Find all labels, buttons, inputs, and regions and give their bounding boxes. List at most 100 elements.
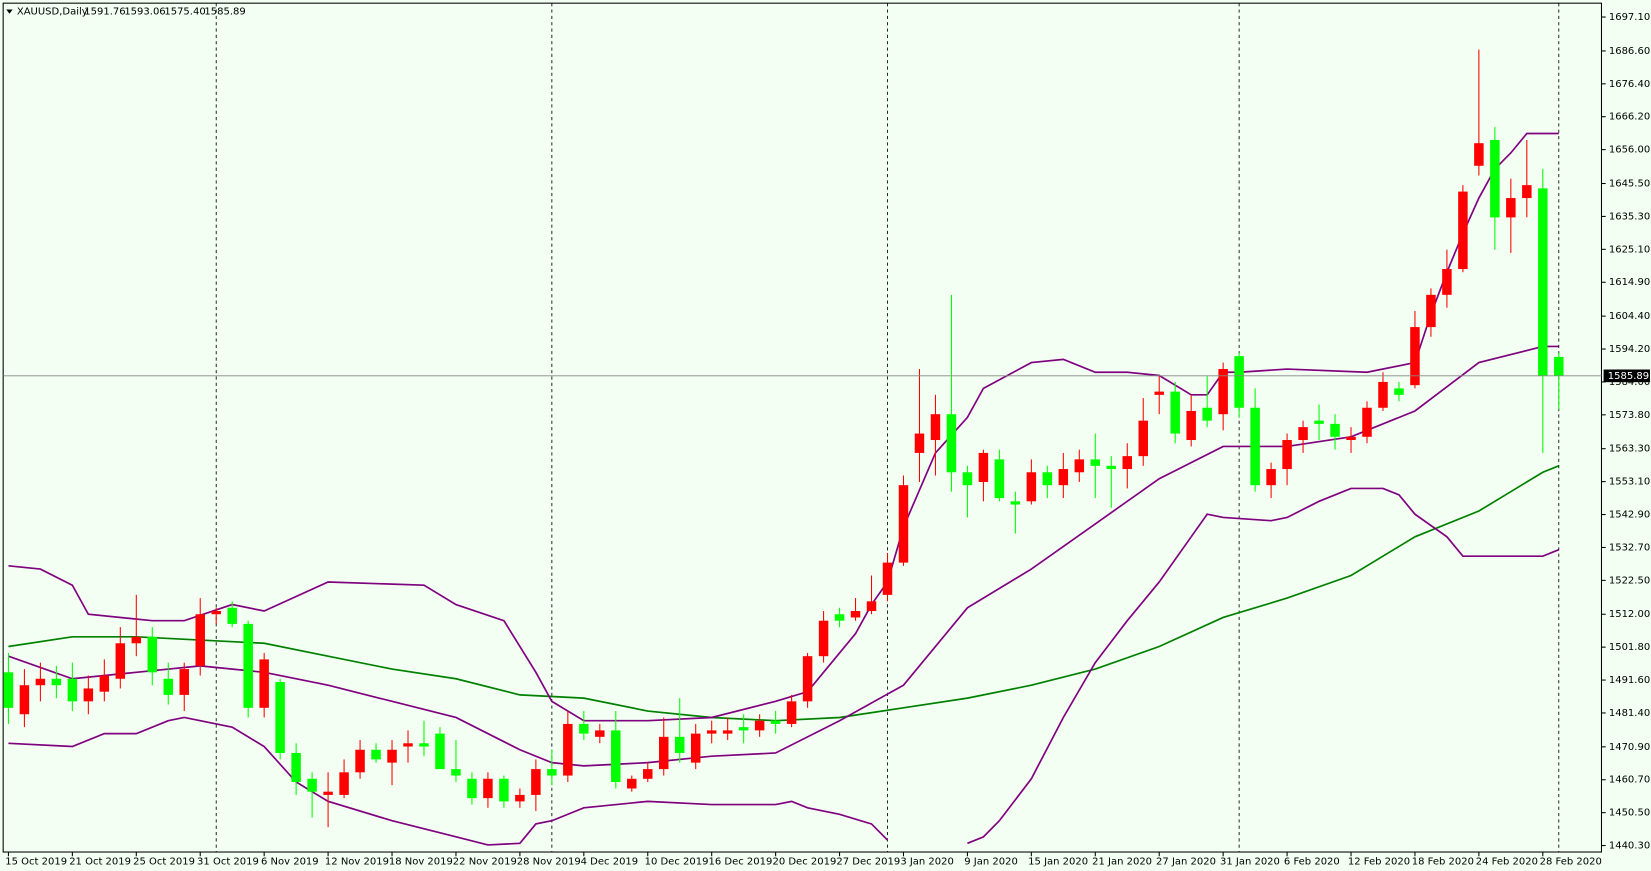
candle-body bbox=[866, 601, 877, 612]
y-tick-label: 1604.40 bbox=[1609, 311, 1650, 322]
candle-body bbox=[259, 659, 269, 708]
y-tick-label: 1697.10 bbox=[1609, 12, 1650, 23]
candle-body bbox=[1410, 327, 1420, 386]
x-tick-label: 15 Jan 2020 bbox=[1028, 857, 1088, 868]
x-tick-label: 28 Nov 2019 bbox=[517, 857, 581, 868]
candle-body bbox=[1234, 356, 1244, 408]
candle-body bbox=[115, 643, 126, 679]
candle-body bbox=[451, 769, 461, 776]
x-tick-label: 4 Dec 2019 bbox=[581, 857, 639, 868]
x-tick-label: 9 Jan 2020 bbox=[964, 857, 1018, 868]
candle-body bbox=[1154, 391, 1164, 395]
candle-body bbox=[643, 769, 653, 779]
indicator-line bbox=[8, 487, 1560, 846]
y-tick-label: 1501.80 bbox=[1609, 642, 1650, 653]
candle-body bbox=[1554, 356, 1564, 376]
candle-body bbox=[611, 730, 621, 783]
candle-body bbox=[706, 730, 717, 734]
x-tick-label: 25 Oct 2019 bbox=[133, 857, 195, 868]
candle-body bbox=[674, 736, 685, 753]
y-tick-label: 1450.50 bbox=[1609, 808, 1650, 819]
candle-body bbox=[179, 669, 189, 695]
header-value: 1585.89 bbox=[204, 7, 245, 18]
y-tick-label: 1676.40 bbox=[1609, 79, 1650, 90]
x-tick-label: 6 Feb 2020 bbox=[1284, 857, 1340, 868]
x-tick-label: 31 Jan 2020 bbox=[1220, 857, 1280, 868]
candle-body bbox=[1378, 381, 1388, 408]
x-tick-label: 27 Jan 2020 bbox=[1156, 857, 1216, 868]
candle-body bbox=[355, 749, 365, 773]
candle-body bbox=[1522, 185, 1532, 199]
x-tick-label: 16 Dec 2019 bbox=[709, 857, 773, 868]
y-tick-label: 1614.90 bbox=[1609, 277, 1650, 288]
candle-body bbox=[850, 611, 861, 618]
candle-body bbox=[1330, 423, 1340, 437]
x-tick-label: 15 Oct 2019 bbox=[5, 857, 67, 868]
x-tick-label: 12 Feb 2020 bbox=[1348, 857, 1410, 868]
candle-body bbox=[1186, 410, 1196, 441]
y-tick-label: 1553.10 bbox=[1609, 477, 1650, 488]
candle-body bbox=[1250, 407, 1260, 486]
candle-body bbox=[51, 678, 62, 686]
candle-body bbox=[818, 620, 829, 657]
menu-arrow bbox=[6, 9, 13, 14]
x-tick-label: 6 Nov 2019 bbox=[261, 857, 319, 868]
y-tick-label: 1635.30 bbox=[1609, 211, 1650, 222]
candle-body bbox=[1170, 391, 1180, 434]
candle-body bbox=[403, 743, 413, 747]
candle-body bbox=[147, 636, 158, 673]
candle-body bbox=[35, 678, 46, 686]
candle-body bbox=[83, 688, 94, 702]
x-tick-label: 27 Dec 2019 bbox=[836, 857, 900, 868]
candle-body bbox=[595, 730, 605, 737]
x-tick-label: 21 Oct 2019 bbox=[69, 857, 131, 868]
candle-body bbox=[754, 720, 765, 731]
candle-body bbox=[882, 562, 893, 595]
x-tick-label: 31 Oct 2019 bbox=[197, 857, 259, 868]
candle-body bbox=[211, 611, 221, 615]
y-tick-label: 1584.00 bbox=[1609, 377, 1650, 388]
candle-body bbox=[1442, 269, 1452, 295]
candle-body bbox=[1362, 407, 1372, 437]
candle-body bbox=[627, 778, 637, 789]
candle-body bbox=[1426, 294, 1436, 328]
candle-body bbox=[19, 685, 30, 715]
indicator-line bbox=[8, 345, 1559, 767]
y-tick-label: 1573.80 bbox=[1609, 410, 1650, 421]
candle-body bbox=[67, 678, 78, 702]
x-tick-label: 18 Feb 2020 bbox=[1412, 857, 1474, 868]
y-tick-label: 1440.30 bbox=[1609, 841, 1650, 852]
y-tick-label: 1481.40 bbox=[1609, 708, 1650, 719]
candle-body bbox=[1090, 459, 1101, 466]
candle-body bbox=[1122, 456, 1132, 470]
candle-body bbox=[1266, 469, 1276, 486]
candle-body bbox=[1042, 472, 1053, 486]
y-tick-label: 1512.00 bbox=[1609, 609, 1650, 620]
indicator-line bbox=[8, 465, 1560, 722]
candle-body bbox=[323, 791, 333, 795]
candle-body bbox=[419, 743, 429, 747]
chart-title: XAUUSD,Daily bbox=[17, 7, 88, 18]
candle-body bbox=[435, 733, 445, 770]
candle-body bbox=[658, 736, 669, 770]
candle-body bbox=[898, 485, 909, 563]
candle-body bbox=[914, 433, 925, 453]
candle-body bbox=[770, 720, 781, 724]
candle-body bbox=[195, 614, 205, 666]
y-tick-label: 1625.10 bbox=[1609, 244, 1650, 255]
candle-body bbox=[307, 778, 317, 792]
candle-body bbox=[1138, 420, 1148, 457]
candle-body bbox=[1458, 191, 1468, 270]
candle-body bbox=[99, 675, 110, 692]
candle-body bbox=[1490, 139, 1500, 218]
candle-body bbox=[1314, 420, 1324, 424]
candle-body bbox=[1506, 198, 1516, 218]
candle-body bbox=[483, 778, 493, 799]
candle-body bbox=[978, 452, 989, 482]
candle-body bbox=[163, 678, 174, 695]
x-tick-label: 12 Nov 2019 bbox=[325, 857, 389, 868]
header-value: 1591.76 bbox=[84, 7, 125, 18]
x-tick-label: 20 Dec 2019 bbox=[772, 857, 836, 868]
x-tick-label: 21 Jan 2020 bbox=[1092, 857, 1152, 868]
